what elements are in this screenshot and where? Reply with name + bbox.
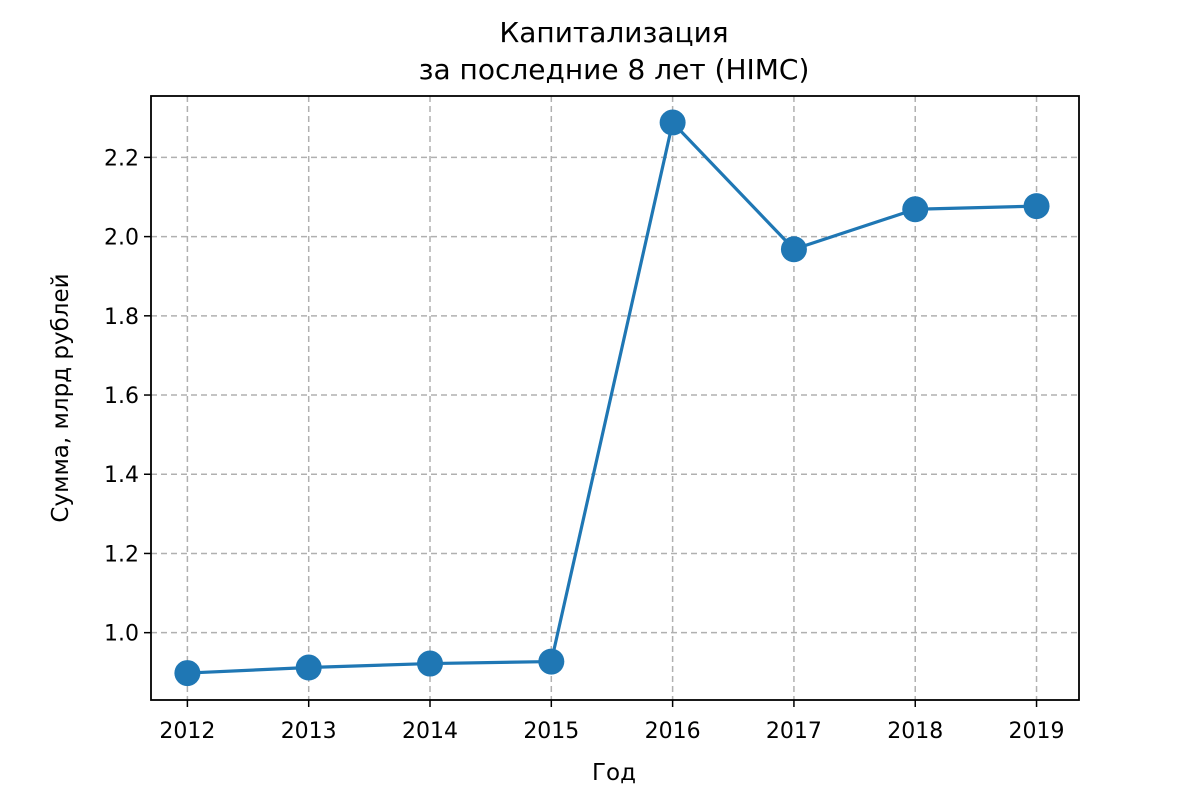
x-tick-label: 2017 — [766, 719, 822, 744]
axis-ticks: 2012 2013 2014 2015 2016 2017 2018 2019 1.0 1.2 1.… — [104, 146, 1065, 744]
y-axis-label: Сумма, млрд рублей — [48, 273, 74, 522]
y-tick-label: 1.2 — [104, 542, 139, 567]
series-line — [185, 120, 1039, 675]
x-tick-label: 2016 — [645, 719, 701, 744]
data-point — [780, 236, 807, 263]
x-tick-label: 2019 — [1009, 719, 1065, 744]
y-tick-label: 1.6 — [104, 384, 139, 409]
chart-title-line-2: за последние 8 лет (HIMC) — [419, 53, 810, 86]
series-group — [174, 109, 1050, 687]
x-tick-label: 2015 — [523, 719, 579, 744]
x-tick-label: 2014 — [402, 719, 458, 744]
x-tick-label: 2018 — [887, 719, 943, 744]
data-point — [174, 660, 201, 687]
plot-frame — [150, 95, 1080, 701]
chart-title-line-1: Капитализация — [499, 16, 728, 49]
grid — [151, 96, 1079, 700]
x-tick-label: 2012 — [159, 719, 215, 744]
y-tick-label: 1.0 — [104, 622, 139, 647]
data-point — [1023, 193, 1050, 220]
data-point — [659, 109, 686, 136]
y-tick-label: 2.0 — [104, 226, 139, 251]
data-point — [295, 654, 322, 681]
x-tick-label: 2013 — [281, 719, 337, 744]
y-tick-label: 1.8 — [104, 305, 139, 330]
y-tick-label: 2.2 — [104, 146, 139, 171]
data-point — [538, 648, 565, 675]
y-tick-label: 1.4 — [104, 463, 139, 488]
x-axis-label: Год — [592, 760, 636, 786]
data-point — [417, 650, 444, 677]
data-point — [902, 196, 929, 223]
